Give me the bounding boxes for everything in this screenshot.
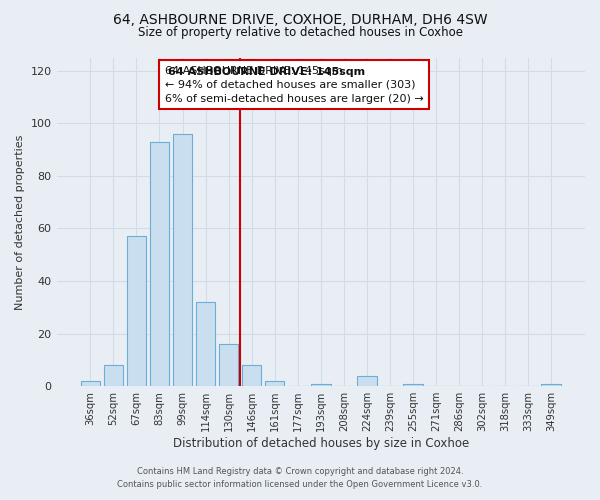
Text: 64 ASHBOURNE DRIVE: 145sqm
← 94% of detached houses are smaller (303)
6% of semi: 64 ASHBOURNE DRIVE: 145sqm ← 94% of deta…: [165, 66, 424, 104]
Bar: [80, 381, 100, 386]
Y-axis label: Number of detached properties: Number of detached properties: [15, 134, 25, 310]
Text: Contains HM Land Registry data © Crown copyright and database right 2024.
Contai: Contains HM Land Registry data © Crown c…: [118, 468, 482, 489]
Bar: [149, 142, 169, 386]
Bar: [242, 365, 262, 386]
X-axis label: Distribution of detached houses by size in Coxhoe: Distribution of detached houses by size …: [173, 437, 469, 450]
Text: 64, ASHBOURNE DRIVE, COXHOE, DURHAM, DH6 4SW: 64, ASHBOURNE DRIVE, COXHOE, DURHAM, DH6…: [113, 12, 487, 26]
Bar: [403, 384, 423, 386]
Bar: [357, 376, 377, 386]
Bar: [127, 236, 146, 386]
Bar: [104, 365, 123, 386]
Bar: [311, 384, 331, 386]
Bar: [265, 381, 284, 386]
Bar: [219, 344, 238, 386]
Text: 64 ASHBOURNE DRIVE: 145sqm: 64 ASHBOURNE DRIVE: 145sqm: [168, 66, 365, 76]
Bar: [541, 384, 561, 386]
Bar: [173, 134, 193, 386]
Text: Size of property relative to detached houses in Coxhoe: Size of property relative to detached ho…: [137, 26, 463, 39]
Bar: [196, 302, 215, 386]
